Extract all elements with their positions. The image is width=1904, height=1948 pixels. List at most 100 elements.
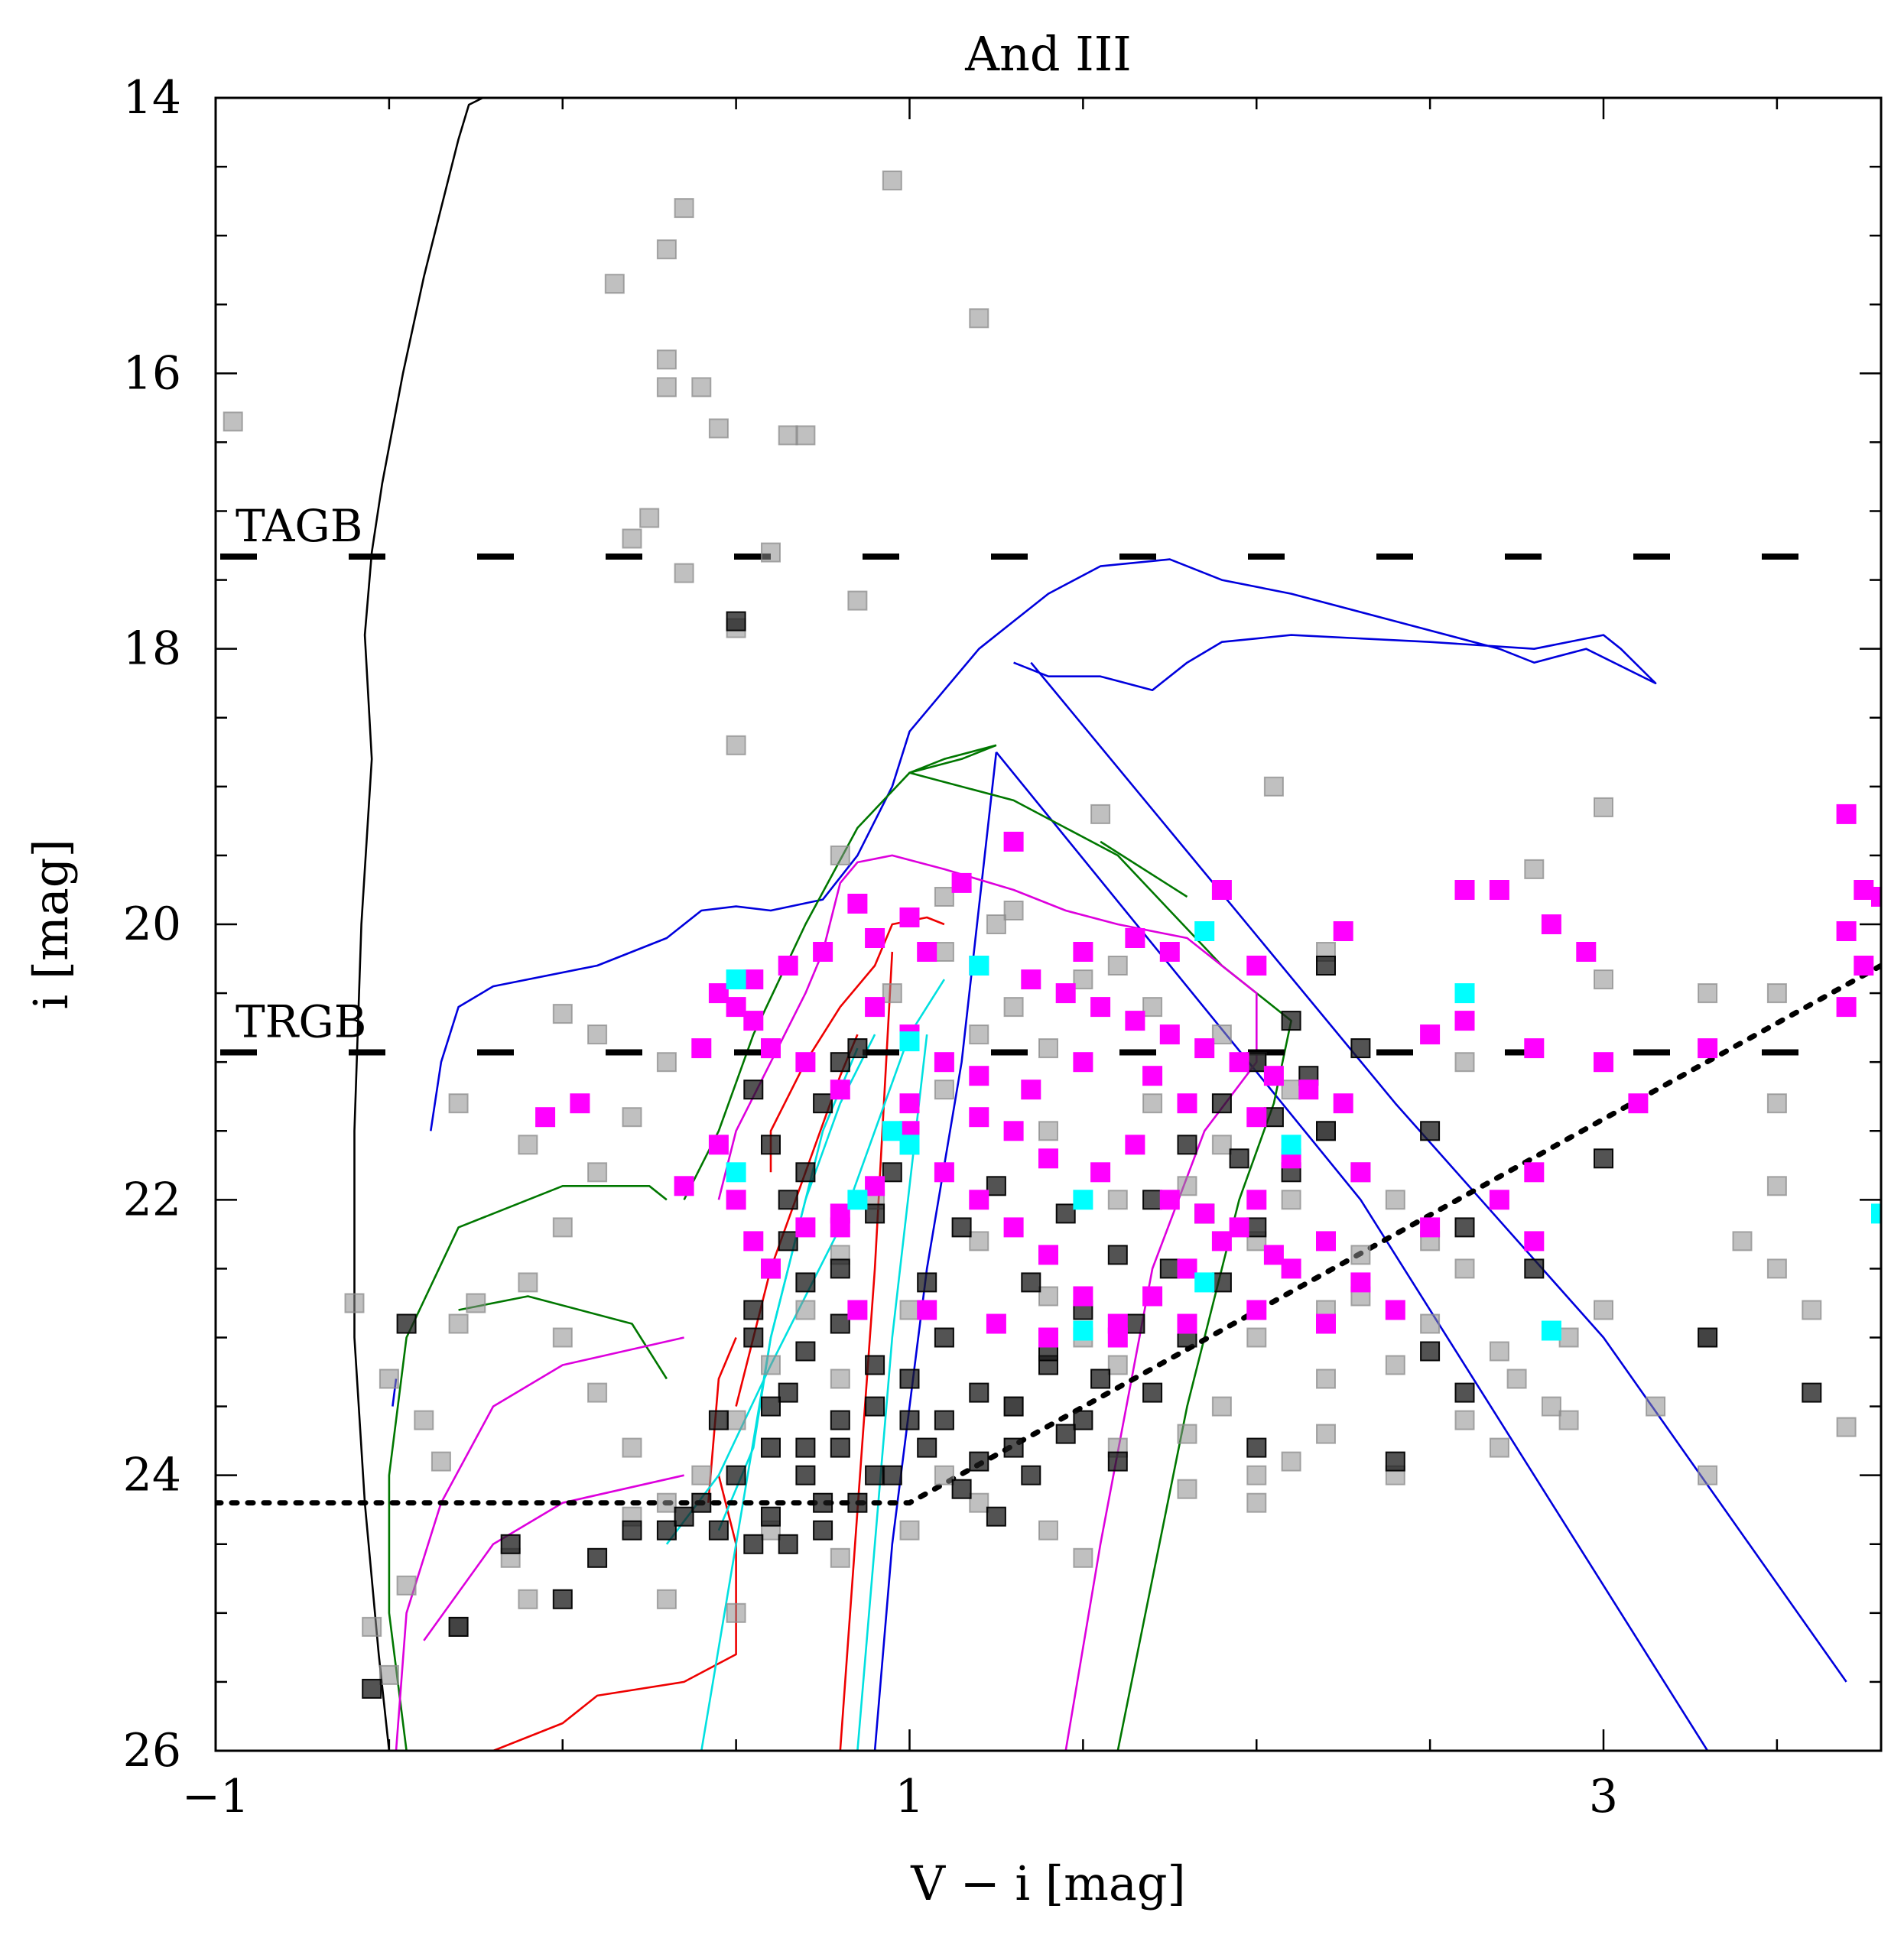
point-s0-6 [656,349,677,370]
point-s0-63 [656,1492,677,1513]
point-s3-2 [969,956,989,976]
point-s2-33 [969,1107,989,1128]
point-s1-47 [1385,1451,1405,1472]
completeness-limit-line [216,963,1881,1506]
isochrone-0 [353,98,483,1751]
point-s0-24 [1107,956,1128,976]
point-s0-1 [604,274,625,294]
point-s2-64 [1489,1190,1509,1210]
isochrone-7 [388,1185,668,1751]
point-s0-125 [1038,1286,1058,1307]
point-s0-126 [1107,1355,1128,1375]
y-tick-label: 14 [123,71,181,125]
point-s0-16 [847,590,868,611]
y-tick-label: 24 [123,1449,181,1502]
point-s2-65 [1524,1231,1545,1252]
point-s0-53 [1802,1300,1822,1320]
point-s0-97 [622,1437,642,1458]
point-s0-47 [396,1575,417,1596]
point-s2-12 [1541,914,1561,934]
point-s1-44 [1420,1341,1441,1362]
point-s1-43 [1802,1382,1822,1403]
point-s1-15 [813,1093,833,1114]
point-s2-61 [1350,1272,1371,1293]
point-s1-98 [1177,1135,1197,1155]
point-s2-80 [743,969,764,990]
point-s1-75 [986,1176,1006,1196]
point-s0-55 [1646,1396,1666,1417]
point-s1-54 [691,1492,712,1513]
point-s0-66 [726,1602,746,1623]
point-s1-88 [830,1437,850,1458]
point-s1-25 [969,1382,989,1403]
point-s2-83 [865,928,885,948]
point-s1-37 [1316,956,1336,976]
point-s2-99 [969,1066,989,1086]
point-s1-17 [847,1038,868,1059]
point-s0-82 [1281,1080,1301,1100]
point-s2-5 [1125,928,1145,948]
point-s2-7 [1211,880,1232,900]
point-s0-106 [1107,1190,1128,1210]
point-s0-22 [1524,859,1545,879]
point-s0-87 [1003,997,1024,1018]
point-s2-74 [1281,1258,1301,1279]
point-s0-108 [1246,1327,1267,1348]
point-s1-36 [1350,1038,1371,1059]
point-s1-78 [761,1437,781,1458]
plot-area [216,98,1881,1751]
point-s1-93 [1003,1396,1024,1417]
point-s1-19 [830,1313,850,1334]
point-s0-26 [1594,969,1613,990]
point-s0-65 [656,1589,677,1609]
point-s0-69 [1246,1465,1267,1485]
point-s0-20 [1263,776,1284,797]
point-s2-101 [1038,1148,1058,1169]
point-s3-5 [1281,1135,1301,1155]
isochrone-16 [707,1336,737,1503]
point-s0-130 [899,1520,920,1541]
point-s1-41 [1594,1148,1613,1169]
point-s1-77 [1055,1203,1076,1224]
point-s2-11 [1489,880,1509,900]
point-s2-98 [934,1052,954,1073]
point-s0-27 [1698,983,1718,1004]
point-s1-96 [1107,1245,1128,1265]
point-s1-56 [743,1534,764,1554]
isochrone-3 [1030,661,1847,1683]
point-s1-33 [1246,1217,1267,1238]
point-s1-55 [708,1520,729,1541]
point-s3-11 [847,1190,868,1210]
isochrone-17 [492,1475,737,1751]
point-s1-50 [500,1534,521,1554]
point-s1-24 [934,1327,954,1348]
point-s2-89 [1125,1011,1145,1031]
point-s1-68 [1159,1258,1180,1279]
x-tick-label: −1 [182,1770,249,1823]
point-s0-84 [1211,1024,1232,1045]
point-s0-21 [1594,797,1613,817]
point-s2-10 [1454,880,1475,900]
point-s2-32 [1021,1080,1041,1100]
point-s2-36 [795,1052,816,1073]
point-s0-11 [795,425,816,446]
point-s0-38 [466,1293,486,1313]
point-s1-40 [1524,1258,1545,1279]
point-s0-72 [1558,1410,1579,1430]
point-s1-57 [778,1534,798,1554]
point-s0-88 [969,1024,989,1045]
point-s2-105 [1194,1203,1215,1224]
point-s2-78 [691,1038,712,1059]
ref-label-tagb: TAGB [236,500,362,552]
point-s0-4 [882,170,902,191]
point-s0-49 [379,1664,399,1685]
point-s1-53 [674,1506,694,1527]
point-s0-46 [362,1616,382,1637]
point-s1-14 [795,1162,816,1183]
point-s2-56 [1177,1258,1197,1279]
point-s0-135 [1385,1355,1405,1375]
isochrone-8 [683,744,997,1200]
point-s0-23 [1003,901,1024,920]
point-s1-22 [865,1465,885,1485]
